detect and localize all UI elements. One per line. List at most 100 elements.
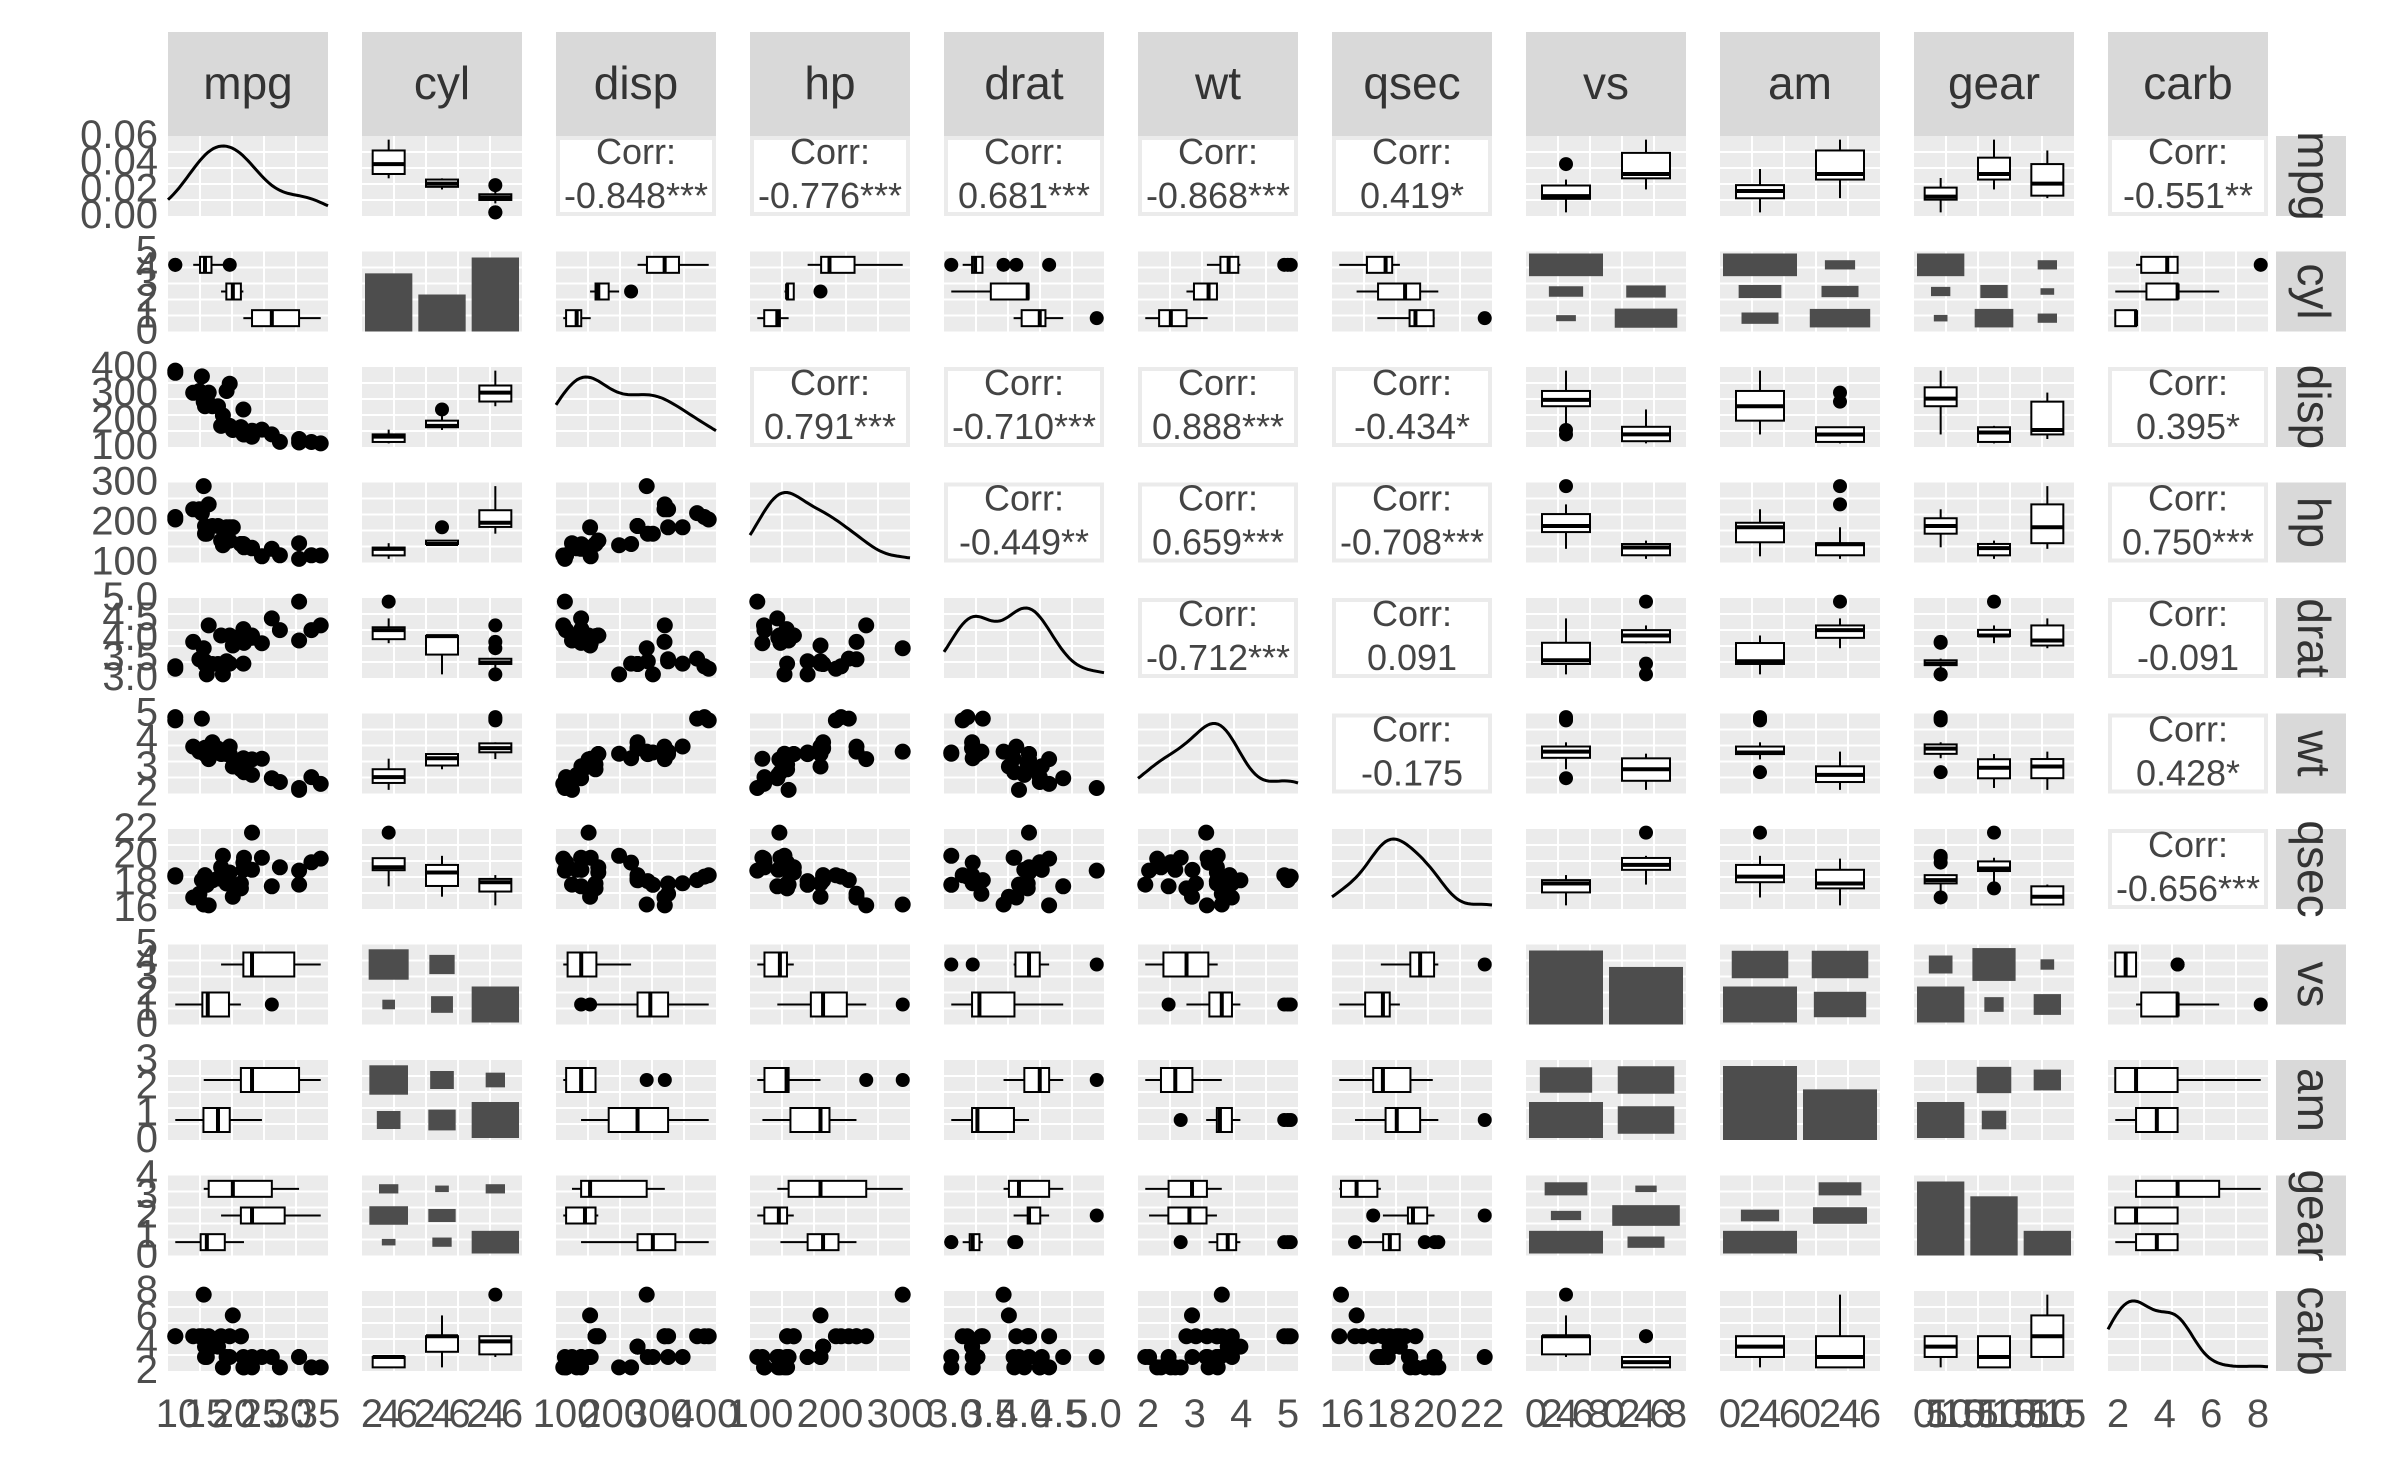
panel-carb-vs: [1526, 1287, 1686, 1371]
y-tick-label: 3: [136, 261, 158, 305]
scatter-point: [660, 651, 677, 668]
count-tile: [429, 954, 455, 975]
panel-vs-cyl: [362, 944, 522, 1025]
box: [636, 1233, 677, 1252]
y-tick-label: 3: [136, 744, 158, 788]
box: [1977, 426, 2011, 443]
scatter-point: [580, 824, 597, 841]
y-tick-label: 16: [114, 886, 159, 930]
corr-title: Corr:: [2148, 824, 2228, 865]
strip-label-wt: wt: [1194, 57, 1241, 109]
count-bar: [1917, 1181, 1965, 1256]
x-tick-label: 2: [1540, 1392, 1562, 1436]
box-outlier: [1477, 957, 1492, 972]
corr-title: Corr:: [790, 131, 870, 172]
count-tile: [2037, 260, 2057, 270]
panel-qsec-hp: [749, 824, 911, 914]
y-tick-label: 2: [136, 771, 158, 815]
x-tick-label: 4.5: [1031, 1392, 1087, 1436]
panel-gear-mpg: [168, 1175, 328, 1256]
y-tick-label: 2: [136, 970, 158, 1014]
density-curve: [166, 144, 329, 208]
scatter-point: [1198, 1328, 1215, 1345]
x-tick-label: 0: [2015, 1392, 2037, 1436]
box-outlier: [1348, 1235, 1363, 1250]
corr-box: [1138, 367, 1298, 447]
panel-gear-hp: [750, 1175, 910, 1256]
scatter-point: [638, 640, 655, 657]
box: [565, 309, 583, 328]
box-outlier: [488, 634, 503, 649]
count-tile: [1928, 955, 1953, 974]
scatter-point: [629, 1338, 646, 1355]
column-strips: mpg cyl disp hp drat wt qsec vs am gear carb: [168, 32, 2268, 136]
box-outlier: [1417, 1235, 1432, 1250]
panel-hp-wt: Corr:0.659***: [1138, 478, 1298, 563]
scatter-point: [312, 775, 329, 792]
y-tick-label: 0: [136, 309, 158, 353]
x-tick-label: 0: [1964, 1392, 1986, 1436]
scatter-point: [894, 1286, 911, 1303]
panel-disp-qsec: Corr:-0.434*: [1332, 362, 1492, 447]
strip-row-label-qsec: qsec: [2288, 820, 2340, 917]
scatter-point: [772, 849, 789, 866]
corr-title: Corr:: [1372, 709, 1452, 750]
scatter-point: [840, 710, 857, 727]
count-tile: [369, 1206, 408, 1225]
scatter-point: [656, 496, 673, 513]
count-tile: [369, 1065, 408, 1095]
scatter-point: [197, 525, 213, 542]
y-tick-label: 2: [136, 1348, 158, 1392]
x-tick-label: 15: [1991, 1392, 2036, 1436]
y-tick-label: 400: [91, 344, 158, 388]
box: [199, 1233, 226, 1252]
panel-am-drat: [944, 1060, 1104, 1140]
scatter-point: [1333, 1286, 1349, 1303]
y-tick-label: 4: [136, 938, 158, 982]
count-tile: [1529, 1230, 1603, 1254]
scatter-point: [943, 847, 960, 864]
count-tile: [1723, 253, 1797, 277]
box: [989, 282, 1030, 301]
y-tick-label: 20: [114, 833, 159, 877]
panel-am-vs: [1526, 1060, 1686, 1140]
scatter-point: [1224, 875, 1240, 892]
x-tick-label: 20: [212, 1392, 257, 1436]
box-outlier: [1089, 1208, 1104, 1223]
scatter-point: [1407, 1328, 1424, 1345]
scatter-point: [848, 738, 865, 755]
corr-value: -0.551**: [2123, 175, 2253, 216]
scatter-point: [749, 593, 766, 610]
scatter-point: [167, 509, 184, 525]
panel-wt-wt: [1137, 713, 1299, 794]
scatter-point: [799, 746, 816, 763]
strip-row-label-cyl: cyl: [2288, 263, 2340, 319]
scatter-point: [611, 745, 628, 762]
scatter-point: [291, 550, 308, 567]
box: [1408, 309, 1435, 328]
panel-am-am: [1720, 1060, 1880, 1140]
scatter-point: [943, 1349, 960, 1365]
scatter-point: [656, 751, 673, 768]
box-outlier: [657, 1073, 672, 1087]
box-outlier: [1639, 594, 1653, 609]
scatter-point: [1223, 1328, 1240, 1345]
scatter-point: [291, 862, 308, 879]
box: [1815, 1335, 1865, 1369]
box: [1621, 543, 1671, 557]
y-tick-label: 5: [136, 229, 158, 273]
strip-label-vs: vs: [1583, 57, 1629, 109]
corr-value: -0.434*: [1354, 406, 1470, 447]
scatter-point: [291, 1349, 308, 1365]
box: [1409, 951, 1436, 978]
scatter-point: [1208, 859, 1225, 876]
density-curve: [1331, 837, 1493, 907]
y-tick-label: 3.0: [102, 655, 158, 699]
panel-cyl-hp: [750, 251, 910, 332]
box-outlier: [381, 594, 396, 609]
y-tick-label: 5: [136, 691, 158, 735]
y-tick-label: 3: [136, 1173, 158, 1217]
scatter-point: [995, 743, 1012, 760]
panel-disp-mpg: [167, 362, 329, 452]
